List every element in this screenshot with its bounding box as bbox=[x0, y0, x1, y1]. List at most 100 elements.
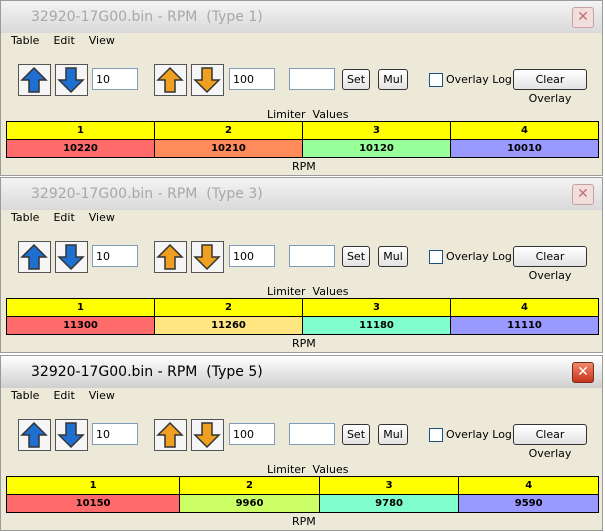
increase-button[interactable] bbox=[154, 419, 187, 451]
column-header: 2 bbox=[179, 476, 320, 495]
menu-item[interactable]: Edit bbox=[53, 34, 75, 47]
menu-item[interactable]: Table bbox=[11, 211, 40, 224]
axis-label: RPM bbox=[292, 515, 316, 528]
value-cell[interactable]: 9960 bbox=[179, 494, 320, 513]
value-cell[interactable]: 9780 bbox=[318, 494, 460, 513]
column-header: 3 bbox=[318, 476, 460, 495]
table-caption: Limiter Values bbox=[267, 285, 349, 298]
value-cell[interactable]: 10010 bbox=[450, 139, 599, 158]
step-input[interactable]: 10 bbox=[92, 423, 138, 445]
clear-overlay-button[interactable]: Clear Overlay bbox=[513, 246, 587, 282]
window-title: 32920-17G00.bin - RPM (Type 5) bbox=[31, 364, 263, 380]
value-row: 11300 11260 11180 11110 bbox=[6, 316, 599, 335]
axis-label: RPM bbox=[292, 160, 316, 173]
decrease-button[interactable] bbox=[55, 64, 88, 96]
window: 32920-17G00.bin - RPM (Type 5) ✕ Table Edit… bbox=[0, 355, 603, 531]
menu-item[interactable]: View bbox=[88, 211, 115, 224]
value-cell[interactable]: 10210 bbox=[154, 139, 303, 158]
title-bar: 32920-17G00.bin - RPM (Type 1) ✕ bbox=[1, 1, 602, 33]
step-input[interactable]: 100 bbox=[229, 423, 275, 445]
checkbox-label: Overlay Log bbox=[446, 73, 512, 86]
decrease-button[interactable] bbox=[55, 241, 88, 273]
menu-bar: Table Edit View bbox=[11, 34, 129, 47]
clear-overlay-button[interactable]: Clear Overlay bbox=[513, 69, 587, 105]
column-header: 3 bbox=[302, 121, 451, 140]
value-input[interactable] bbox=[289, 245, 335, 267]
column-header: 1 bbox=[5, 476, 181, 495]
window: 32920-17G00.bin - RPM (Type 3) ✕ Table Edit… bbox=[0, 177, 603, 353]
mul-button[interactable]: Mul bbox=[378, 69, 408, 90]
menu-item[interactable]: View bbox=[88, 389, 115, 402]
value-row: 10220 10210 10120 10010 bbox=[6, 139, 599, 158]
step-input[interactable]: 100 bbox=[229, 245, 275, 267]
column-header: 2 bbox=[154, 121, 303, 140]
column-header: 4 bbox=[450, 298, 599, 317]
overlay-checkbox[interactable] bbox=[429, 250, 443, 264]
title-bar: 32920-17G00.bin - RPM (Type 5) ✕ bbox=[1, 356, 602, 388]
value-row: 10150 9960 9780 9590 bbox=[5, 494, 599, 513]
table-caption: Limiter Values bbox=[267, 463, 349, 476]
axis-label: RPM bbox=[292, 337, 316, 350]
limiter-table: 1 2 3 4 11300 11260 11180 11110 bbox=[6, 298, 599, 335]
increase-button[interactable] bbox=[18, 241, 51, 273]
value-cell[interactable]: 10220 bbox=[6, 139, 155, 158]
increase-button[interactable] bbox=[18, 419, 51, 451]
value-cell[interactable]: 11300 bbox=[6, 316, 155, 335]
window-title: 32920-17G00.bin - RPM (Type 1) bbox=[31, 9, 263, 25]
column-header: 1 bbox=[6, 298, 155, 317]
decrease-button[interactable] bbox=[55, 419, 88, 451]
increase-button[interactable] bbox=[154, 241, 187, 273]
column-header: 4 bbox=[458, 476, 599, 495]
window-title: 32920-17G00.bin - RPM (Type 3) bbox=[31, 186, 263, 202]
mul-button[interactable]: Mul bbox=[378, 424, 408, 445]
menu-bar: Table Edit View bbox=[11, 389, 129, 402]
step-input[interactable]: 10 bbox=[92, 68, 138, 90]
menu-item[interactable]: Edit bbox=[53, 389, 75, 402]
table-caption: Limiter Values bbox=[267, 108, 349, 121]
overlay-checkbox[interactable] bbox=[429, 428, 443, 442]
menu-item[interactable]: Table bbox=[11, 389, 40, 402]
value-cell[interactable]: 10150 bbox=[5, 494, 181, 513]
set-button[interactable]: Set bbox=[342, 424, 370, 445]
column-header: 4 bbox=[450, 121, 599, 140]
increase-button[interactable] bbox=[18, 64, 51, 96]
set-button[interactable]: Set bbox=[342, 69, 370, 90]
step-input[interactable]: 10 bbox=[92, 245, 138, 267]
checkbox-label: Overlay Log bbox=[446, 428, 512, 441]
close-button[interactable]: ✕ bbox=[572, 7, 594, 28]
mul-button[interactable]: Mul bbox=[378, 246, 408, 267]
decrease-button[interactable] bbox=[191, 241, 224, 273]
decrease-button[interactable] bbox=[191, 64, 224, 96]
step-input[interactable]: 100 bbox=[229, 68, 275, 90]
close-button[interactable]: ✕ bbox=[572, 362, 594, 383]
value-input[interactable] bbox=[289, 68, 335, 90]
overlay-checkbox[interactable] bbox=[429, 73, 443, 87]
limiter-table: 1 2 3 4 10150 9960 9780 9590 bbox=[5, 476, 599, 513]
column-header: 2 bbox=[154, 298, 303, 317]
value-cell[interactable]: 10120 bbox=[302, 139, 451, 158]
close-button[interactable]: ✕ bbox=[572, 184, 594, 205]
menu-item[interactable]: Table bbox=[11, 34, 40, 47]
set-button[interactable]: Set bbox=[342, 246, 370, 267]
value-cell[interactable]: 11180 bbox=[302, 316, 451, 335]
menu-bar: Table Edit View bbox=[11, 211, 129, 224]
value-cell[interactable]: 9590 bbox=[458, 494, 599, 513]
value-input[interactable] bbox=[289, 423, 335, 445]
checkbox-label: Overlay Log bbox=[446, 250, 512, 263]
menu-item[interactable]: Edit bbox=[53, 211, 75, 224]
value-cell[interactable]: 11110 bbox=[450, 316, 599, 335]
limiter-table: 1 2 3 4 10220 10210 10120 10010 bbox=[6, 121, 599, 158]
title-bar: 32920-17G00.bin - RPM (Type 3) ✕ bbox=[1, 178, 602, 210]
decrease-button[interactable] bbox=[191, 419, 224, 451]
clear-overlay-button[interactable]: Clear Overlay bbox=[513, 424, 587, 460]
column-header: 1 bbox=[6, 121, 155, 140]
column-header: 3 bbox=[302, 298, 451, 317]
window: 32920-17G00.bin - RPM (Type 1) ✕ Table Edit… bbox=[0, 0, 603, 176]
menu-item[interactable]: View bbox=[88, 34, 115, 47]
value-cell[interactable]: 11260 bbox=[154, 316, 303, 335]
increase-button[interactable] bbox=[154, 64, 187, 96]
